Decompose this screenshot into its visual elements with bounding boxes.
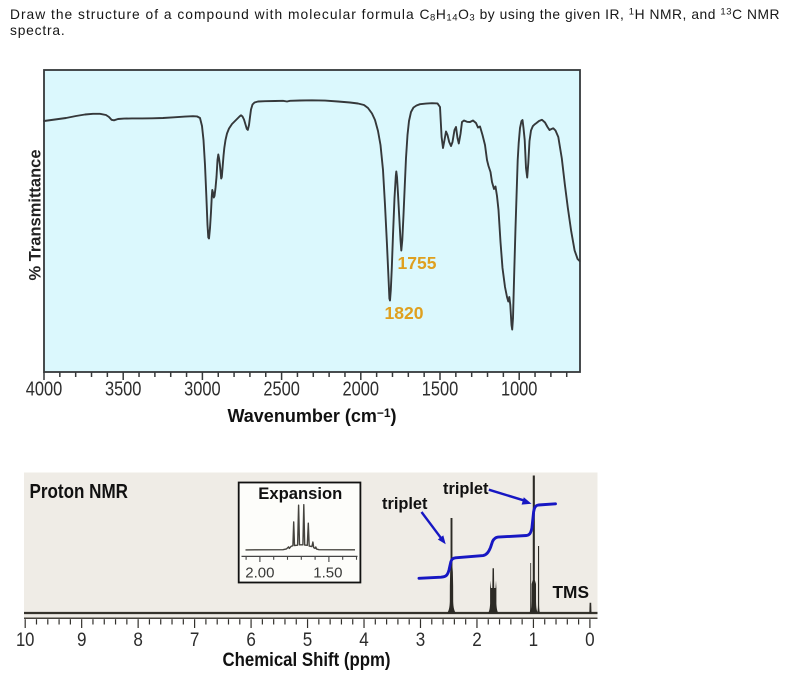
svg-text:4: 4 — [359, 630, 369, 651]
svg-text:Wavenumber (cm−1): Wavenumber (cm−1) — [227, 406, 396, 426]
svg-text:5: 5 — [303, 630, 313, 651]
svg-text:triplet: triplet — [443, 479, 489, 498]
svg-text:2: 2 — [472, 630, 482, 651]
svg-text:1.50: 1.50 — [313, 565, 342, 582]
svg-text:triplet: triplet — [382, 494, 428, 513]
svg-text:10: 10 — [16, 630, 35, 651]
svg-text:9: 9 — [77, 630, 87, 651]
svg-text:4000: 4000 — [26, 379, 63, 401]
svg-text:TMS: TMS — [553, 582, 590, 602]
svg-text:0: 0 — [585, 630, 595, 651]
svg-text:7: 7 — [190, 630, 200, 651]
svg-text:% Transmittance: % Transmittance — [26, 150, 45, 281]
svg-text:8: 8 — [133, 630, 143, 651]
svg-text:1820: 1820 — [385, 303, 424, 323]
svg-text:2.00: 2.00 — [245, 565, 274, 582]
svg-text:1000: 1000 — [501, 379, 538, 401]
svg-text:Proton NMR: Proton NMR — [30, 481, 129, 503]
svg-text:2000: 2000 — [343, 379, 380, 401]
svg-text:3000: 3000 — [184, 379, 221, 401]
svg-text:1: 1 — [529, 630, 539, 651]
svg-text:3: 3 — [416, 630, 426, 651]
svg-text:2500: 2500 — [263, 379, 300, 401]
svg-text:1755: 1755 — [398, 253, 437, 273]
svg-text:3500: 3500 — [105, 379, 142, 401]
svg-text:6: 6 — [246, 630, 256, 651]
svg-text:1500: 1500 — [422, 379, 459, 401]
svg-text:Chemical Shift (ppm): Chemical Shift (ppm) — [223, 649, 391, 671]
svg-text:Expansion: Expansion — [258, 484, 342, 503]
